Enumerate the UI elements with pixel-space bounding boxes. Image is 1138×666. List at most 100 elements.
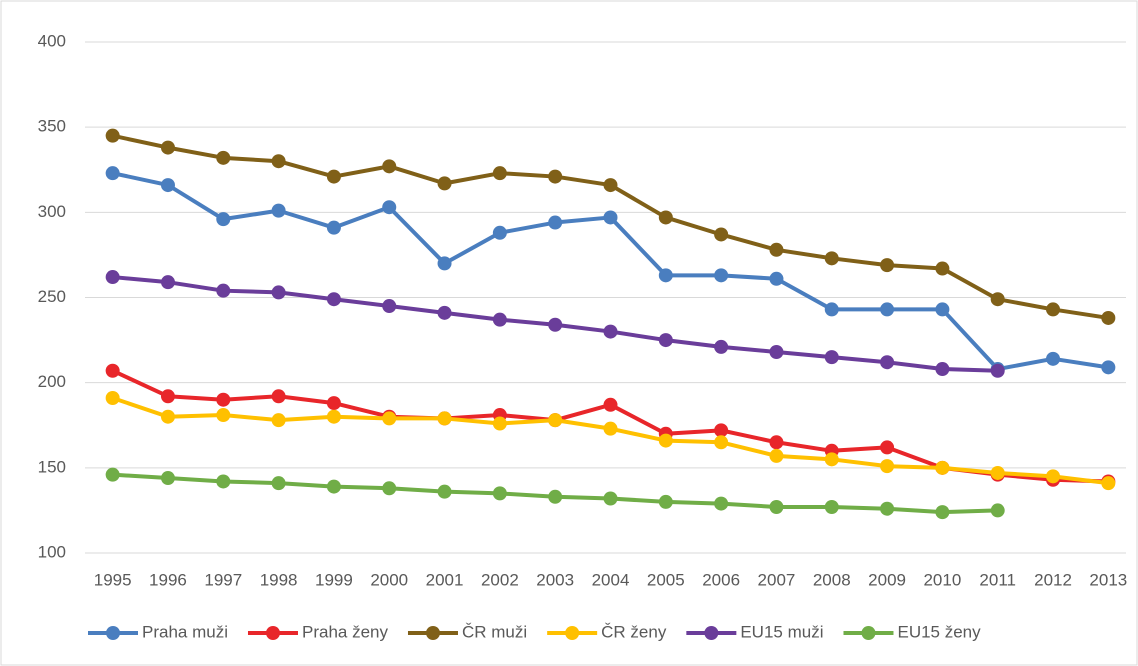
y-tick-label: 350 xyxy=(38,117,66,136)
x-tick-label: 2007 xyxy=(758,570,796,589)
data-point xyxy=(548,413,563,428)
data-point xyxy=(603,324,618,339)
data-point xyxy=(658,494,673,509)
legend-marker xyxy=(265,626,280,640)
x-tick-label: 2003 xyxy=(536,570,574,589)
data-point xyxy=(492,312,507,327)
data-point xyxy=(714,268,729,283)
data-point xyxy=(658,268,673,283)
legend-marker xyxy=(704,626,719,640)
data-point xyxy=(880,355,895,370)
data-point xyxy=(548,215,563,230)
y-tick-label: 400 xyxy=(38,31,66,50)
data-point xyxy=(824,302,839,317)
data-point xyxy=(1046,351,1061,366)
data-point xyxy=(271,203,286,218)
data-point xyxy=(492,416,507,431)
x-tick-label: 2013 xyxy=(1089,570,1127,589)
data-point xyxy=(326,409,341,424)
data-point xyxy=(769,271,784,286)
data-point xyxy=(271,476,286,491)
data-point xyxy=(1101,310,1116,325)
data-point xyxy=(216,474,231,489)
data-point xyxy=(769,242,784,257)
y-tick-label: 100 xyxy=(38,542,66,561)
data-point xyxy=(382,299,397,314)
data-point xyxy=(382,481,397,496)
x-tick-label: 1996 xyxy=(149,570,187,589)
x-tick-label: 2004 xyxy=(592,570,630,589)
data-point xyxy=(603,397,618,412)
data-point xyxy=(326,479,341,494)
data-point xyxy=(603,491,618,506)
data-point xyxy=(105,166,120,181)
x-tick-label: 2005 xyxy=(647,570,685,589)
data-point xyxy=(437,256,452,271)
data-point xyxy=(603,421,618,436)
data-point xyxy=(160,471,175,486)
x-tick-label: 2009 xyxy=(868,570,906,589)
data-point xyxy=(437,176,452,191)
data-point xyxy=(216,283,231,298)
data-point xyxy=(105,363,120,378)
data-point xyxy=(492,225,507,240)
data-point xyxy=(271,413,286,428)
data-point xyxy=(990,465,1005,480)
y-tick-label: 250 xyxy=(38,287,66,306)
data-point xyxy=(216,212,231,227)
x-tick-label: 1995 xyxy=(94,570,132,589)
legend-label: Praha muži xyxy=(142,622,228,641)
data-point xyxy=(880,459,895,474)
data-point xyxy=(769,345,784,360)
data-point xyxy=(216,392,231,407)
x-tick-label: 2011 xyxy=(979,570,1016,589)
legend-label: ČR muži xyxy=(462,622,527,641)
y-tick-label: 150 xyxy=(38,457,66,476)
data-point xyxy=(160,140,175,155)
data-point xyxy=(437,484,452,499)
data-point xyxy=(824,350,839,365)
data-point xyxy=(271,389,286,404)
data-point xyxy=(548,169,563,184)
data-point xyxy=(437,305,452,320)
data-point xyxy=(990,292,1005,307)
data-point xyxy=(1046,469,1061,484)
x-tick-label: 2006 xyxy=(702,570,740,589)
data-point xyxy=(880,302,895,317)
data-point xyxy=(824,452,839,467)
data-point xyxy=(769,448,784,463)
data-point xyxy=(769,435,784,450)
data-point xyxy=(714,339,729,354)
data-point xyxy=(769,500,784,515)
data-point xyxy=(990,503,1005,518)
data-point xyxy=(990,363,1005,378)
data-point xyxy=(105,270,120,285)
data-point xyxy=(658,333,673,348)
data-point xyxy=(105,467,120,482)
data-point xyxy=(935,505,950,520)
data-point xyxy=(160,409,175,424)
data-point xyxy=(160,178,175,193)
data-point xyxy=(492,486,507,501)
data-point xyxy=(935,261,950,276)
data-point xyxy=(603,210,618,225)
x-tick-label: 2000 xyxy=(370,570,408,589)
data-point xyxy=(105,128,120,143)
x-tick-label: 1999 xyxy=(315,570,353,589)
legend-marker xyxy=(565,626,580,640)
data-point xyxy=(935,460,950,475)
legend-marker xyxy=(106,626,120,640)
data-point xyxy=(437,411,452,426)
data-point xyxy=(935,302,950,317)
data-point xyxy=(714,423,729,438)
data-point xyxy=(714,435,729,450)
y-tick-label: 300 xyxy=(38,202,66,221)
data-point xyxy=(160,389,175,404)
legend-marker xyxy=(425,626,440,640)
data-point xyxy=(1101,360,1116,375)
data-point xyxy=(603,178,618,193)
data-point xyxy=(326,396,341,411)
data-point xyxy=(880,258,895,273)
data-point xyxy=(160,275,175,290)
